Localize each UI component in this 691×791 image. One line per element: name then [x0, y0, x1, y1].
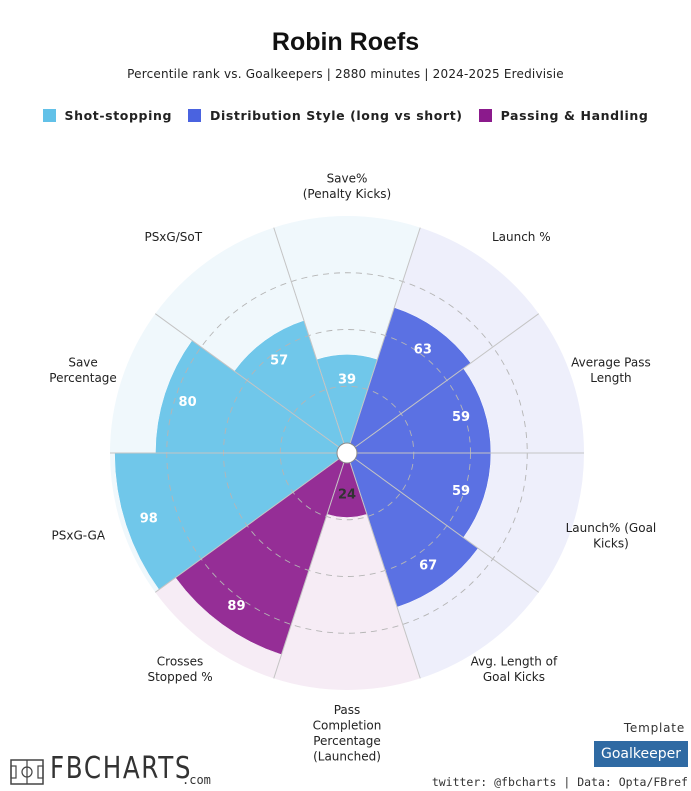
spoke-line	[273, 462, 345, 679]
chart-title: Robin Roefs	[271, 28, 420, 56]
category-label-2: Launch %	[492, 230, 551, 244]
value-label-9: 80	[179, 395, 197, 410]
spoke-line	[349, 227, 421, 444]
legend: Shot-stopping Distribution Style (long v…	[0, 108, 691, 123]
value-label-7: 89	[227, 599, 245, 614]
fbcharts-logo: FBCHARTS .com	[10, 751, 223, 787]
chart-subtitle: Percentile rank vs. Goalkeepers | 2880 m…	[127, 67, 564, 81]
value-label-6: 24	[338, 487, 356, 502]
legend-item-shot-stopping: Shot-stopping	[42, 108, 172, 123]
spoke-line	[354, 313, 540, 448]
pitch-icon	[10, 759, 44, 785]
legend-swatch	[478, 109, 492, 122]
spoke-line	[349, 462, 421, 679]
category-label-7: Crosses Stopped %	[147, 654, 212, 684]
sector-background	[273, 216, 421, 444]
category-label-1: Save% (Penalty Kicks)	[303, 172, 391, 202]
value-label-2: 63	[414, 343, 432, 358]
sector-background	[273, 462, 421, 690]
value-label-10: 57	[270, 354, 288, 369]
center-hole	[336, 442, 358, 464]
legend-swatch	[42, 109, 56, 122]
value-label-1: 39	[338, 372, 356, 387]
legend-label: Passing & Handling	[500, 108, 649, 123]
category-label-10: PSxG/SoT	[144, 230, 202, 244]
value-label-4: 59	[452, 484, 470, 499]
template-badge: Goalkeeper	[594, 741, 688, 767]
template-label: Template	[623, 721, 685, 735]
spoke-line	[154, 313, 340, 448]
category-label-4: Launch% (Goal Kicks)	[566, 521, 657, 551]
legend-label: Distribution Style (long vs short)	[210, 108, 463, 123]
category-label-9: Save Percentage	[49, 356, 117, 386]
value-label-3: 59	[452, 410, 470, 425]
value-label-5: 67	[419, 559, 437, 574]
value-label-8: 98	[140, 511, 158, 526]
logo-suffix: .com	[182, 773, 211, 787]
spoke-line	[354, 458, 540, 593]
legend-swatch	[188, 109, 201, 122]
legend-label: Shot-stopping	[64, 108, 172, 123]
legend-item-distribution: Distribution Style (long vs short)	[188, 108, 463, 123]
legend-item-passing: Passing & Handling	[478, 108, 649, 123]
credits: twitter: @fbcharts | Data: Opta/FBref	[431, 775, 688, 789]
category-label-6: Pass Completion Percentage (Launched)	[313, 703, 382, 764]
category-label-8: PSxG-GA	[52, 529, 106, 543]
category-label-3: Average Pass Length	[571, 356, 651, 386]
logo-text: FBCHARTS	[50, 751, 193, 786]
spoke-line	[273, 227, 345, 444]
category-label-5: Avg. Length of Goal Kicks	[471, 654, 558, 684]
spoke-line	[154, 458, 340, 593]
